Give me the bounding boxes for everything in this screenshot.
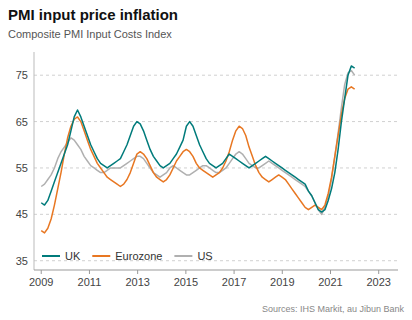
x-tick — [330, 270, 331, 274]
y-tick-label: 35 — [16, 255, 28, 267]
y-tick-label: 75 — [16, 69, 28, 81]
x-tick — [41, 270, 42, 274]
x-tick — [378, 270, 379, 274]
x-tick-label: 2023 — [366, 276, 390, 288]
legend-swatch — [92, 255, 110, 257]
source: Sources: IHS Markit, au Jibun Bank — [262, 304, 405, 314]
grid-line — [34, 75, 398, 76]
y-grid: 35 45 55 65 75 — [16, 69, 398, 267]
y-tick-label: 45 — [16, 208, 28, 220]
x-tick — [137, 270, 138, 274]
series-line — [41, 87, 354, 233]
legend-swatch — [174, 255, 192, 257]
x-tick-label: 2011 — [78, 276, 102, 288]
x-axis: 2009 2011 2013 2015 2017 2019 2021 2023 — [29, 270, 391, 288]
legend-label: UK — [65, 250, 81, 262]
x-tick — [282, 270, 283, 274]
chart: PMI input price inflation Composite PMI I… — [0, 0, 412, 320]
x-tick — [89, 270, 90, 274]
legend-label: US — [197, 250, 212, 262]
x-tick-label: 2017 — [222, 276, 246, 288]
series-line — [41, 66, 354, 212]
x-tick — [234, 270, 235, 274]
x-tick-label: 2015 — [174, 276, 198, 288]
x-tick-label: 2021 — [318, 276, 342, 288]
legend-label: Eurozone — [115, 250, 162, 262]
y-axis-line — [34, 52, 35, 270]
x-tick-label: 2009 — [29, 276, 53, 288]
legend: UK Eurozone US — [42, 250, 213, 262]
grid-line — [34, 214, 398, 215]
legend-swatch — [42, 255, 60, 257]
y-tick-label: 55 — [16, 162, 28, 174]
y-tick-label: 65 — [16, 116, 28, 128]
grid-line — [34, 121, 398, 122]
x-tick-label: 2013 — [125, 276, 149, 288]
x-tick-label: 2019 — [270, 276, 294, 288]
x-tick — [185, 270, 186, 274]
grid-line — [34, 260, 398, 261]
x-axis-line — [34, 270, 398, 271]
title: PMI input price inflation — [8, 6, 178, 23]
subtitle: Composite PMI Input Costs Index — [8, 28, 172, 40]
lines — [41, 66, 354, 233]
